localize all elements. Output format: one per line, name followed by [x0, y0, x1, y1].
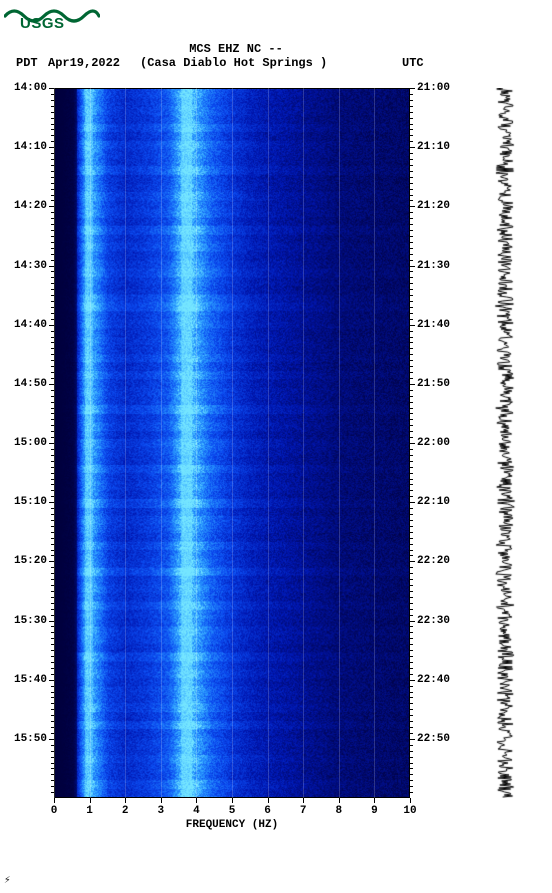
pdt-label: PDT [16, 56, 38, 70]
utc-tick-label: 22:20 [417, 555, 450, 567]
pdt-tick-label: 14:40 [14, 319, 47, 331]
pdt-time-axis: 14:0014:1014:2014:3014:4014:5015:0015:10… [0, 88, 54, 798]
utc-tick-label: 22:30 [417, 615, 450, 627]
pdt-tick-label: 14:10 [14, 141, 47, 153]
utc-time-axis: 21:0021:1021:2021:3021:4021:5022:0022:10… [410, 88, 464, 798]
freq-tick-label: 8 [335, 805, 342, 817]
freq-tick-label: 10 [403, 805, 416, 817]
utc-tick-label: 21:10 [417, 141, 450, 153]
frequency-axis: FREQUENCY (HZ) 012345678910 [54, 798, 410, 838]
pdt-tick-label: 15:10 [14, 496, 47, 508]
utc-tick-label: 22:00 [417, 437, 450, 449]
utc-tick-label: 21:20 [417, 200, 450, 212]
utc-tick-label: 21:50 [417, 378, 450, 390]
utc-tick-label: 22:50 [417, 733, 450, 745]
usgs-logo-text: USGS [20, 15, 65, 32]
utc-tick-label: 21:30 [417, 260, 450, 272]
freq-tick-label: 7 [300, 805, 307, 817]
utc-tick-label: 21:00 [417, 82, 450, 94]
freq-tick-label: 1 [86, 805, 93, 817]
freq-tick-label: 0 [51, 805, 58, 817]
footer-mark: ⚡ [4, 873, 11, 887]
pdt-tick-label: 15:40 [14, 674, 47, 686]
pdt-tick-label: 14:50 [14, 378, 47, 390]
side-waveform [494, 88, 516, 798]
freq-tick-label: 5 [229, 805, 236, 817]
pdt-tick-label: 15:30 [14, 615, 47, 627]
location-label: (Casa Diablo Hot Springs ) [140, 56, 327, 70]
freq-tick-label: 3 [157, 805, 164, 817]
pdt-tick-label: 14:30 [14, 260, 47, 272]
freq-tick-label: 2 [122, 805, 129, 817]
usgs-logo: USGS [4, 4, 100, 32]
x-axis-title: FREQUENCY (HZ) [54, 819, 410, 831]
pdt-tick-label: 14:00 [14, 82, 47, 94]
station-line: MCS EHZ NC -- [0, 42, 552, 56]
chart-header: MCS EHZ NC -- PDT Apr19,2022 (Casa Diabl… [0, 42, 552, 72]
pdt-tick-label: 14:20 [14, 200, 47, 212]
utc-label: UTC [402, 56, 424, 70]
pdt-tick-label: 15:00 [14, 437, 47, 449]
pdt-tick-label: 15:50 [14, 733, 47, 745]
spectrogram-plot [54, 88, 410, 798]
date-label: Apr19,2022 [48, 56, 120, 70]
freq-tick-label: 4 [193, 805, 200, 817]
freq-tick-label: 9 [371, 805, 378, 817]
utc-tick-label: 22:40 [417, 674, 450, 686]
utc-tick-label: 21:40 [417, 319, 450, 331]
pdt-tick-label: 15:20 [14, 555, 47, 567]
utc-tick-label: 22:10 [417, 496, 450, 508]
freq-tick-label: 6 [264, 805, 271, 817]
